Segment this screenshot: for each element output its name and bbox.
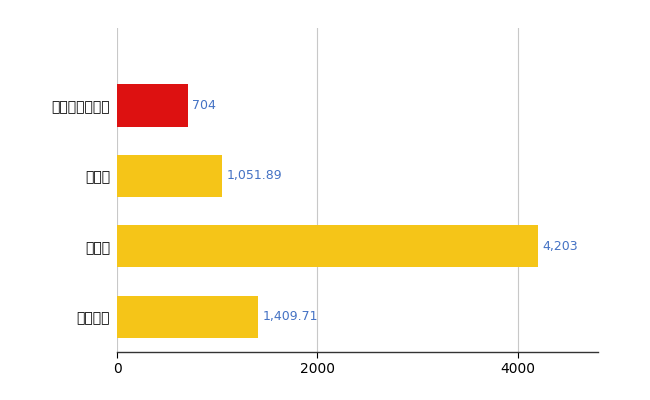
Bar bbox=[117, 225, 538, 268]
Text: 704: 704 bbox=[192, 99, 215, 112]
Bar bbox=[117, 155, 222, 197]
Bar bbox=[117, 296, 258, 338]
Text: 1,051.89: 1,051.89 bbox=[226, 170, 282, 182]
Text: 1,409.71: 1,409.71 bbox=[262, 310, 318, 323]
Text: 4,203: 4,203 bbox=[542, 240, 578, 253]
Bar bbox=[117, 84, 188, 127]
